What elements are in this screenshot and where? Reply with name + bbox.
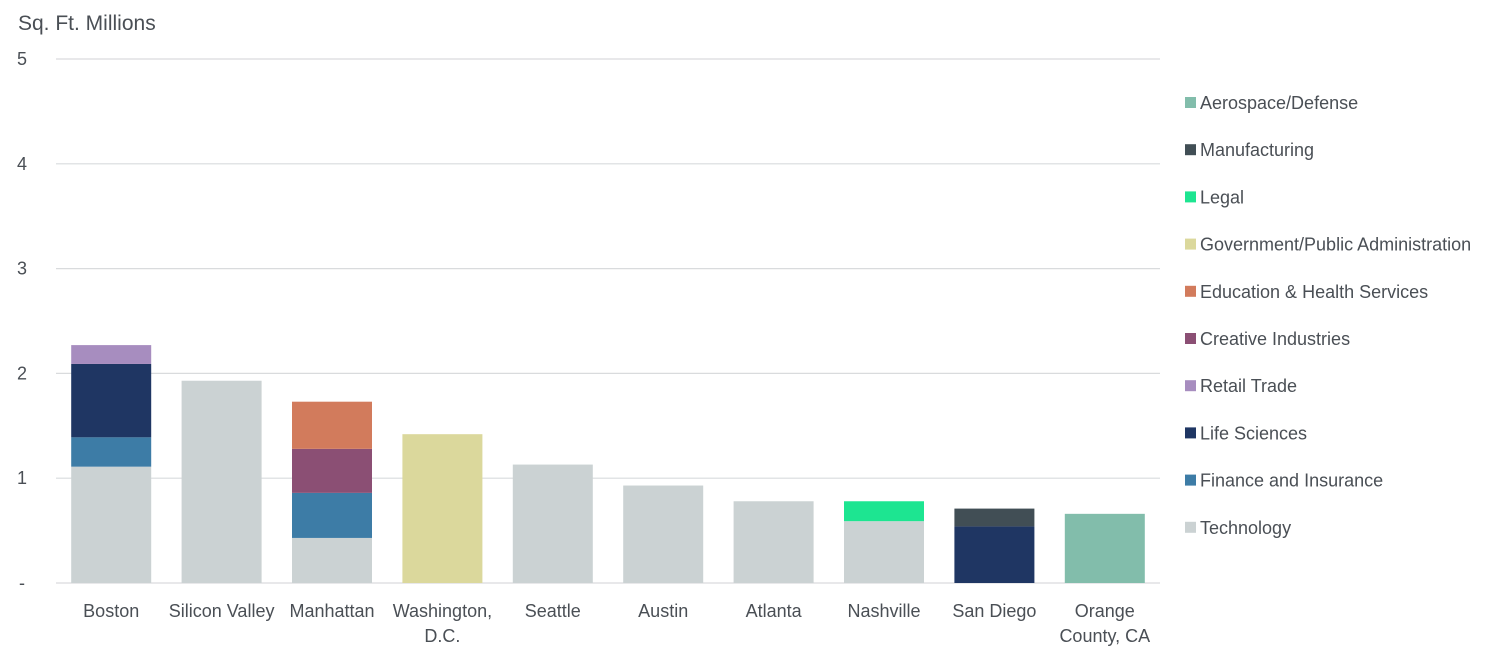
legend-label: Finance and Insurance (1200, 471, 1383, 491)
bar-segment (512, 464, 593, 583)
bar-segment (292, 401, 372, 449)
x-tick-label: Atlanta (746, 601, 803, 621)
legend-swatch (1185, 380, 1196, 392)
legend-swatch (1185, 238, 1196, 250)
y-tick-label: 3 (17, 259, 27, 279)
legend-label: Legal (1200, 187, 1244, 207)
y-tick-label: 4 (17, 154, 27, 174)
bar-segment (402, 434, 483, 583)
x-tick-label: D.C. (424, 626, 460, 646)
bars (71, 345, 1145, 583)
legend-label: Education & Health Services (1200, 282, 1428, 302)
y-tick-label: - (19, 573, 25, 593)
bar-segment (71, 437, 152, 467)
bar-segment (181, 380, 262, 583)
x-tick-label: Seattle (525, 601, 581, 621)
x-tick-label: Austin (638, 601, 688, 621)
bar-segment (292, 492, 372, 538)
bar-segment (954, 508, 1035, 527)
y-axis-ticks: - 1 2 3 4 5 (17, 49, 27, 593)
x-tick-label: Nashville (847, 601, 920, 621)
legend-label: Creative Industries (1200, 329, 1350, 349)
x-tick-label: San Diego (952, 601, 1036, 621)
legend-label: Technology (1200, 518, 1291, 538)
legend-label: Life Sciences (1200, 423, 1307, 443)
bar-segment (71, 466, 152, 583)
bar-segment (292, 537, 372, 583)
legend-label: Government/Public Administration (1200, 235, 1471, 255)
x-tick-label: Boston (83, 601, 139, 621)
legend-swatch (1185, 333, 1196, 344)
legend-swatch (1185, 427, 1196, 439)
x-tick-label: Washington, (393, 601, 492, 621)
legend-swatch (1185, 521, 1196, 533)
bar-segment (1064, 513, 1145, 583)
bar-segment (71, 363, 152, 438)
legend-swatch (1185, 144, 1196, 156)
legend: Aerospace/Defense Manufacturing Legal Gover… (1185, 93, 1471, 538)
legend-swatch (1185, 97, 1196, 108)
y-tick-label: 5 (17, 49, 27, 69)
bar-segment (844, 521, 924, 583)
bar-segment (623, 485, 704, 583)
x-tick-label: County, CA (1059, 626, 1150, 646)
bar-segment (733, 501, 814, 583)
bar-segment (954, 526, 1035, 583)
y-axis-label: Sq. Ft. Millions (18, 12, 156, 35)
legend-swatch (1185, 474, 1196, 486)
legend-swatch (1185, 191, 1196, 203)
bar-segment (71, 345, 152, 364)
y-tick-label: 1 (17, 468, 27, 488)
x-tick-label: Orange (1075, 601, 1135, 621)
x-tick-label: Manhattan (289, 601, 374, 621)
bar-segment (292, 448, 372, 493)
x-axis-labels: Boston Silicon Valley Manhattan Washington,… (83, 601, 1150, 646)
legend-label: Manufacturing (1200, 140, 1314, 160)
y-tick-label: 2 (17, 363, 27, 383)
legend-label: Retail Trade (1200, 376, 1297, 396)
bar-segment (844, 501, 924, 522)
legend-label: Aerospace/Defense (1200, 93, 1358, 113)
x-tick-label: Silicon Valley (169, 601, 275, 621)
legend-swatch (1185, 285, 1196, 297)
